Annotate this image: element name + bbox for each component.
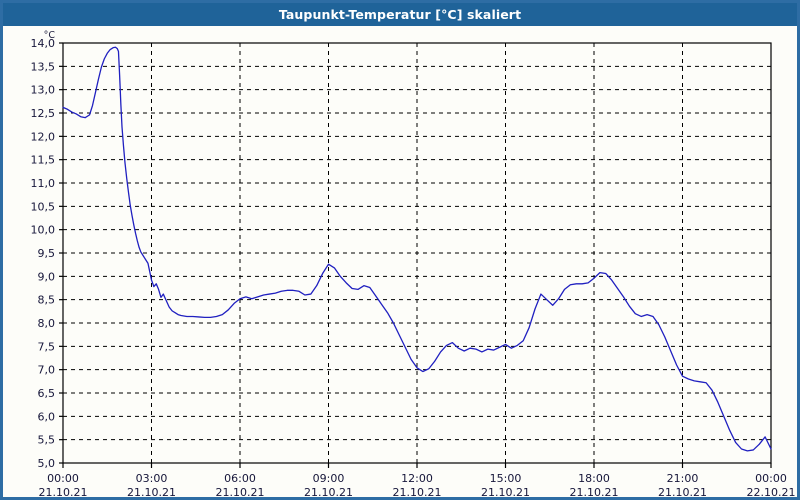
y-axis-tick-label: 8,5 — [38, 294, 56, 307]
x-axis-time-label: 15:00 — [490, 472, 522, 485]
y-axis-tick-label: 5,0 — [38, 457, 56, 470]
x-axis-date-label: 21.10.21 — [39, 486, 88, 497]
x-axis-time-label: 06:00 — [224, 472, 256, 485]
y-axis-tick-label: 10,0 — [31, 224, 56, 237]
x-axis-time-label: 00:00 — [47, 472, 79, 485]
y-axis-tick-label: 14,0 — [31, 37, 56, 50]
x-axis-date-label: 21.10.21 — [393, 486, 442, 497]
series-line-taupunkt — [62, 46, 772, 452]
x-axis-tick-marks — [62, 463, 772, 468]
y-axis-tick-label: 6,5 — [38, 387, 56, 400]
x-axis-time-label: 00:00 — [755, 472, 787, 485]
vertical-gridlines — [151, 43, 683, 463]
y-axis-tick-label: 9,0 — [38, 270, 56, 283]
x-axis-time-label: 12:00 — [401, 472, 433, 485]
y-axis-tick-label: 8,0 — [38, 317, 56, 330]
y-axis-tick-label: 12,5 — [31, 107, 56, 120]
dewpoint-line-chart: 14,0 13,5 13,0 12,5 12,0 11,5 11,0 10,5 10,0 9,5 9… — [31, 30, 796, 497]
y-axis-tick-label: 7,5 — [38, 340, 56, 353]
x-axis-date-label: 21.10.21 — [481, 486, 530, 497]
series-group — [62, 46, 772, 452]
x-axis-time-label: 09:00 — [313, 472, 345, 485]
x-axis-time-label: 21:00 — [667, 472, 699, 485]
chart-canvas: 14,0 13,5 13,0 12,5 12,0 11,5 11,0 10,5 10,0 9,5 9… — [3, 26, 797, 497]
x-axis-date-label: 21.10.21 — [658, 486, 707, 497]
y-axis-tick-label: 5,5 — [38, 434, 56, 447]
y-axis-tick-label: 11,5 — [31, 154, 56, 167]
x-axis-tick-labels: 00:0021.10.2103:0021.10.2106:0021.10.210… — [39, 472, 796, 497]
y-axis-tick-label: 6,0 — [38, 410, 56, 423]
x-axis-date-label: 21.10.21 — [216, 486, 265, 497]
y-axis-tick-label: 10,5 — [31, 200, 56, 213]
y-axis-tick-label: 13,5 — [31, 60, 56, 73]
window-titlebar: Taupunkt-Temperatur [°C] skaliert — [3, 3, 797, 26]
y-axis-tick-label: 12,0 — [31, 130, 56, 143]
y-axis-unit-label: °C — [44, 30, 56, 41]
x-axis-date-label: 21.10.21 — [304, 486, 353, 497]
x-axis-date-label: 21.10.21 — [570, 486, 619, 497]
y-axis-tick-label: 7,0 — [38, 364, 56, 377]
window-title: Taupunkt-Temperatur [°C] skaliert — [278, 7, 522, 22]
y-axis-tick-label: 13,0 — [31, 84, 56, 97]
y-axis-tick-label: 11,0 — [31, 177, 56, 190]
x-axis-time-label: 18:00 — [578, 472, 610, 485]
x-axis-time-label: 03:00 — [136, 472, 168, 485]
x-axis-date-label: 21.10.21 — [127, 486, 176, 497]
y-axis-tick-labels: 14,0 13,5 13,0 12,5 12,0 11,5 11,0 10,5 10,0 9,5 9… — [31, 37, 56, 470]
y-axis-tick-marks — [59, 42, 63, 464]
x-axis-date-label: 22.10.21 — [747, 486, 796, 497]
y-axis-tick-label: 9,5 — [38, 247, 56, 260]
